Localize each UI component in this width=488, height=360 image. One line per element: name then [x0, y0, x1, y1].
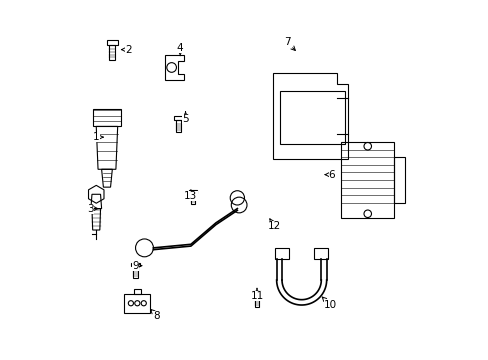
Text: 2: 2 — [122, 45, 131, 55]
Text: 5: 5 — [182, 112, 188, 124]
Text: 3: 3 — [87, 203, 98, 213]
Text: 11: 11 — [250, 288, 263, 301]
Bar — [124, 294, 150, 313]
Text: 4: 4 — [177, 43, 183, 55]
Text: 9: 9 — [132, 261, 142, 271]
Bar — [274, 248, 288, 258]
Text: 7: 7 — [284, 37, 295, 50]
Text: 1: 1 — [93, 132, 103, 142]
Bar — [280, 91, 344, 144]
Bar — [313, 248, 328, 258]
Bar — [393, 157, 405, 203]
Text: 12: 12 — [268, 219, 281, 231]
Text: 13: 13 — [184, 190, 197, 201]
Text: 6: 6 — [325, 170, 335, 180]
Bar — [134, 289, 140, 294]
Bar — [341, 143, 393, 217]
Text: 8: 8 — [150, 309, 160, 321]
Text: 10: 10 — [322, 297, 336, 310]
